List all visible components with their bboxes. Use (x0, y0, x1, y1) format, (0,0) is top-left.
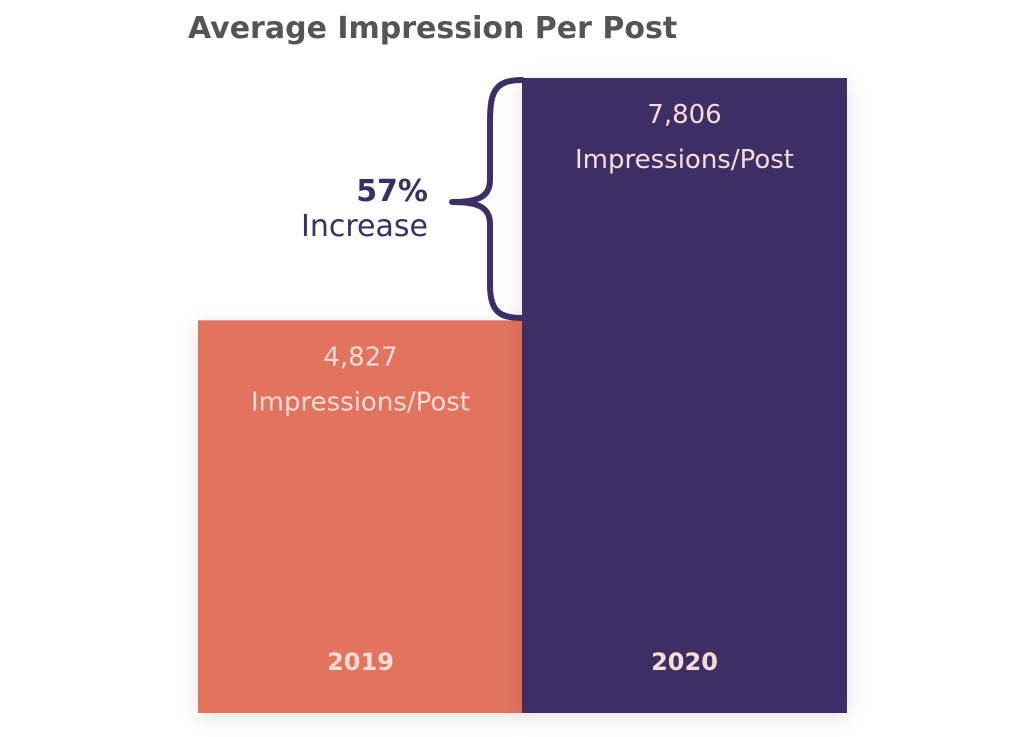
bars-group: 4,827 Impressions/Post 2019 7,806 Impression… (198, 78, 847, 713)
increase-brace (449, 77, 525, 321)
category-label-2019: 2019 (327, 648, 394, 676)
bar-2019 (198, 320, 523, 713)
bar-value-label-2020: 7,806 (647, 100, 721, 130)
chart-title: Average Impression Per Post (188, 11, 677, 46)
increase-label: Increase (301, 209, 428, 244)
increase-value: 57% (356, 174, 428, 209)
bar-value-label-2019: 4,827 (323, 342, 397, 372)
bar-2020 (522, 78, 847, 713)
bar-unit-label-2020: Impressions/Post (575, 145, 794, 175)
category-label-2020: 2020 (651, 648, 718, 676)
bar-unit-label-2019: Impressions/Post (251, 387, 470, 417)
